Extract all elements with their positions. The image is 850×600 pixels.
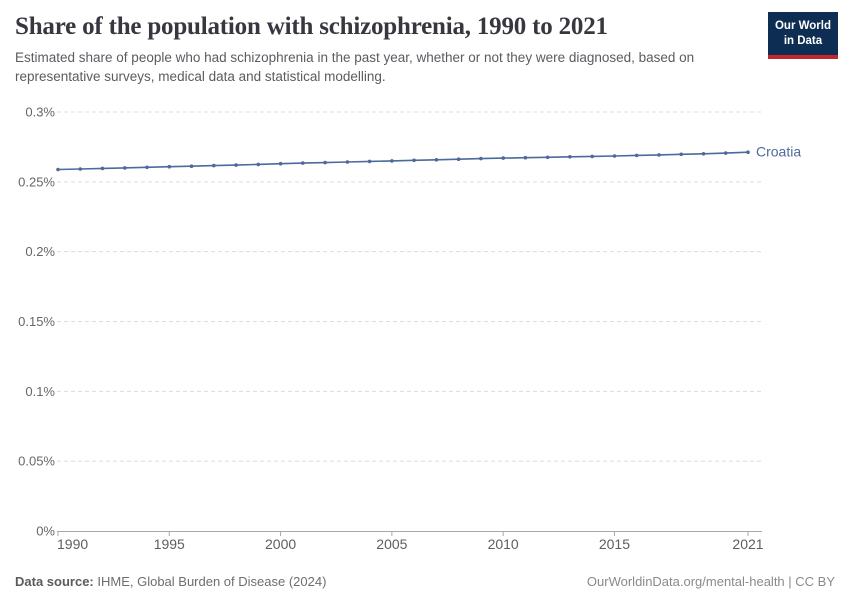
x-tick-label: 2010 <box>488 536 519 552</box>
chart-footer: Data source: IHME, Global Burden of Dise… <box>15 574 835 589</box>
chart-subtitle: Estimated share of people who had schizo… <box>15 50 695 85</box>
chart-header: Share of the population with schizophren… <box>0 0 850 86</box>
data-point[interactable] <box>367 159 372 164</box>
data-point[interactable] <box>590 154 594 159</box>
data-point[interactable] <box>501 156 506 160</box>
data-point[interactable] <box>657 153 661 157</box>
y-tick-label: 0.05% <box>18 454 55 469</box>
data-point[interactable] <box>189 164 194 168</box>
data-point[interactable] <box>390 159 394 163</box>
y-tick-label: 0% <box>36 524 55 539</box>
data-point[interactable] <box>634 153 639 158</box>
data-point[interactable] <box>345 160 350 164</box>
x-tick-label: 1990 <box>57 536 88 552</box>
series-line-croatia[interactable] <box>57 151 749 171</box>
data-point[interactable] <box>212 163 216 168</box>
data-point[interactable] <box>523 155 528 160</box>
data-point[interactable] <box>167 164 172 169</box>
data-point[interactable] <box>323 160 327 165</box>
data-source-label: Data source: <box>15 574 94 589</box>
chart-title: Share of the population with schizophren… <box>15 13 608 40</box>
data-point[interactable] <box>545 155 550 160</box>
x-tick-label: 1995 <box>154 536 185 552</box>
data-point[interactable] <box>701 152 706 156</box>
y-tick-label: 0.1% <box>25 384 55 399</box>
data-point[interactable] <box>234 163 238 167</box>
y-tick-label: 0.15% <box>18 314 55 329</box>
data-point[interactable] <box>412 158 416 163</box>
y-tick-label: 0.25% <box>18 174 55 189</box>
y-tick-label: 0.2% <box>25 244 55 259</box>
data-point[interactable] <box>256 162 261 167</box>
license-link[interactable]: OurWorldinData.org/mental-health | CC BY <box>586 574 835 589</box>
data-point[interactable] <box>746 150 750 154</box>
series-label-croatia[interactable]: Croatia <box>756 144 801 160</box>
x-tick-label: 2015 <box>599 536 630 552</box>
data-point[interactable] <box>612 154 617 158</box>
data-point[interactable] <box>100 166 105 171</box>
data-point[interactable] <box>434 158 439 162</box>
data-point[interactable] <box>568 155 572 159</box>
data-point[interactable] <box>145 165 149 170</box>
data-point[interactable] <box>679 152 683 157</box>
data-point[interactable] <box>301 161 305 165</box>
x-tick-label: 2000 <box>265 536 296 552</box>
data-source: Data source: IHME, Global Burden of Dise… <box>15 574 326 589</box>
y-tick-label: 0.3% <box>25 105 55 120</box>
logo-line-1: Our World <box>774 20 831 32</box>
x-tick-label: 2021 <box>732 536 763 552</box>
data-point[interactable] <box>278 161 283 166</box>
data-point[interactable] <box>123 166 127 170</box>
data-point[interactable] <box>723 151 728 155</box>
data-point[interactable] <box>56 167 60 172</box>
data-point[interactable] <box>78 167 83 171</box>
data-point[interactable] <box>479 156 483 161</box>
logo-line-2: in Data <box>783 34 823 47</box>
data-point[interactable] <box>456 157 461 161</box>
x-tick-label: 2005 <box>376 536 407 552</box>
data-source-text: IHME, Global Burden of Disease (2024) <box>93 574 327 589</box>
owid-logo[interactable]: Our World in Data <box>767 12 838 59</box>
